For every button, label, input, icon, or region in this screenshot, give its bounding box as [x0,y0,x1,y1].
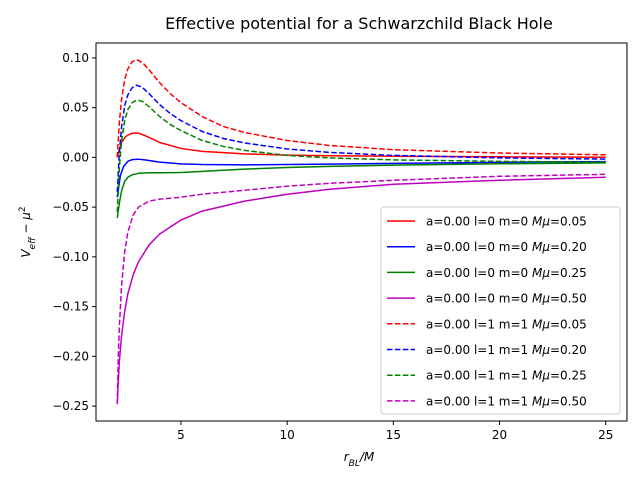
chart-title: Effective potential for a Schwarzchild B… [165,14,553,33]
y-tick-label: −0.05 [52,200,89,214]
y-axis-ticks: 0.10 0.05 0.00 −0.05 −0.10 −0.15 −0.20 −0.25 [52,51,96,413]
legend-label-7: a=0.00 l=1 m=1 Mμ=0.25 [426,369,587,383]
legend-frame [380,206,621,415]
legend-label-4: a=0.00 l=0 m=0 Mμ=0.50 [426,292,587,306]
series-line-2 [116,158,606,198]
series-line-3 [116,162,606,219]
series-line-1 [116,132,606,158]
x-tick-label: 5 [177,428,185,442]
y-tick-label: −0.15 [52,300,89,314]
y-tick-label: 0.10 [62,51,89,65]
y-tick-label: −0.25 [52,399,89,413]
y-tick-label: 0.00 [62,150,89,164]
legend-items: a=0.00 l=0 m=0 Mμ=0.05 a=0.00 l=0 m=0 Mμ=… [387,215,587,408]
legend-label-3: a=0.00 l=0 m=0 Mμ=0.25 [426,266,587,280]
y-axis-label: Veff − μ2 [18,206,38,257]
series-line-8 [116,173,606,405]
x-axis-ticks: 5 10 15 20 25 [177,421,613,442]
legend-label-5: a=0.00 l=1 m=1 Mμ=0.05 [426,317,587,331]
x-tick-label: 25 [598,428,613,442]
legend-label-8: a=0.00 l=1 m=1 Mμ=0.50 [426,394,587,408]
y-tick-label: 0.05 [62,101,89,115]
x-tick-label: 10 [280,428,295,442]
y-tick-label: −0.20 [52,349,89,363]
series-line-5 [116,59,606,158]
legend-label-1: a=0.00 l=0 m=0 Mμ=0.05 [426,215,587,229]
x-tick-label: 15 [386,428,401,442]
legend: a=0.00 l=0 m=0 Mμ=0.05 a=0.00 l=0 m=0 Mμ=… [380,206,621,415]
x-axis-label: rBL/M [344,450,375,469]
legend-label-6: a=0.00 l=1 m=1 Mμ=0.20 [426,343,587,357]
y-tick-label: −0.10 [52,250,89,264]
legend-label-2: a=0.00 l=0 m=0 Mμ=0.20 [426,240,587,254]
plot-frame [95,42,628,422]
series-line-6 [116,84,606,193]
series-line-4 [116,176,606,405]
series-line-7 [116,99,606,213]
series-layer [116,59,606,405]
x-tick-label: 20 [492,428,507,442]
